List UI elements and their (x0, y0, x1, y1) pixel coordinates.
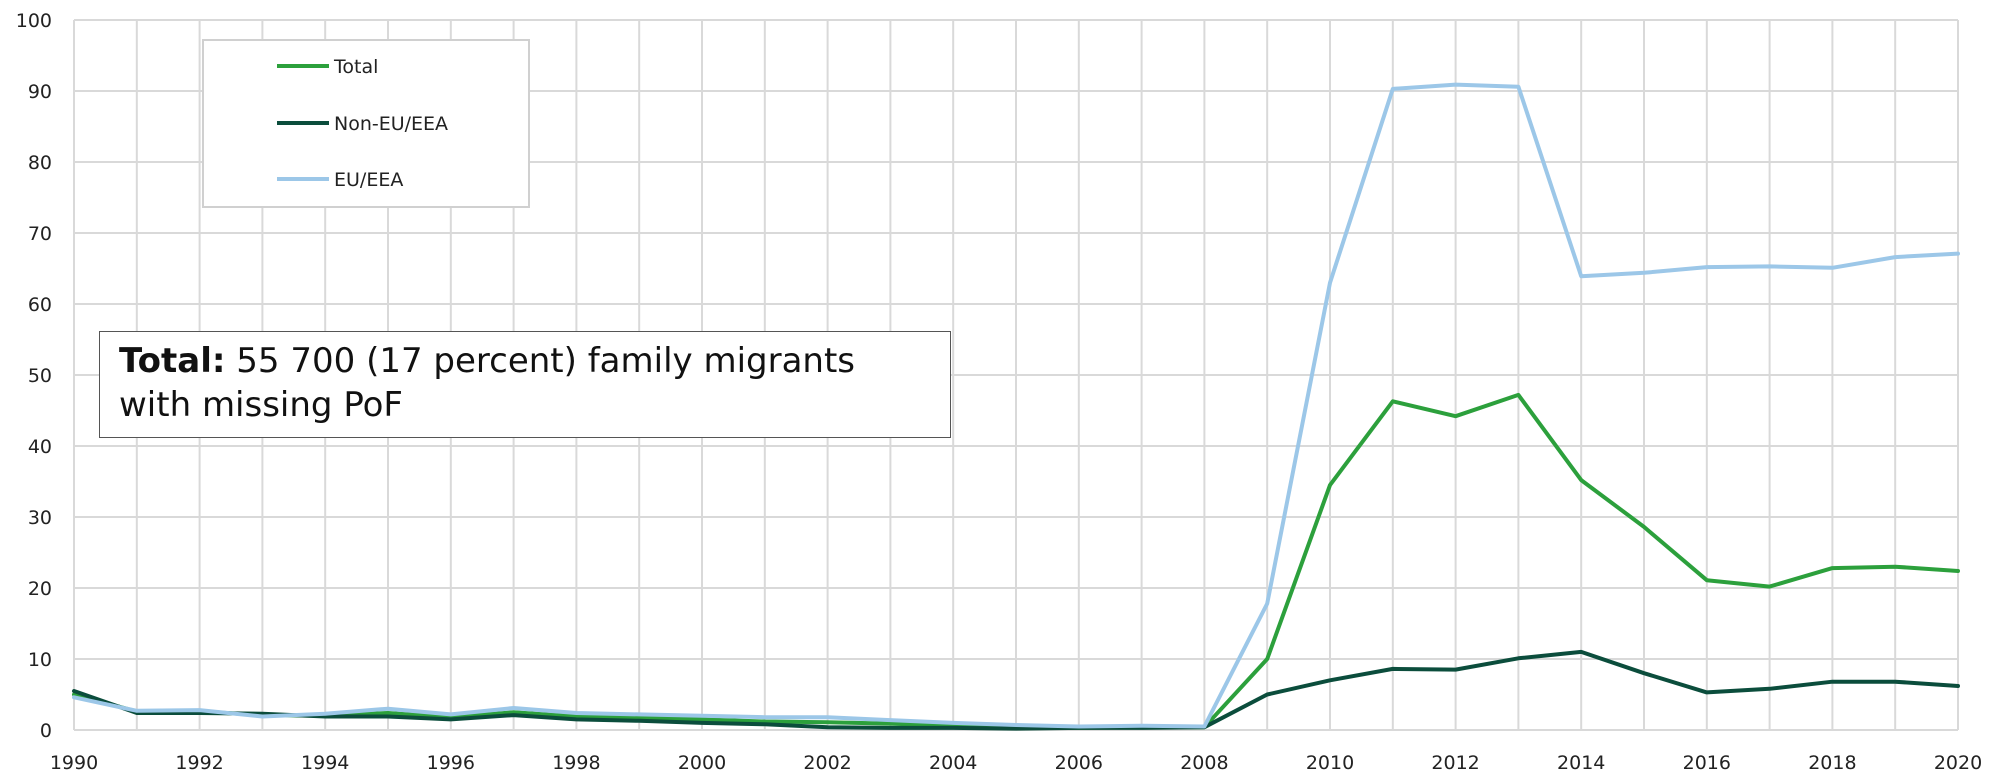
series-line-eu-eea (72, 82, 1960, 729)
y-tick-label: 10 (28, 649, 52, 671)
series-lines (72, 82, 1960, 731)
x-tick-label: 2016 (1683, 752, 1731, 774)
x-tick-label: 2014 (1557, 752, 1605, 774)
legend-label: Total (333, 56, 378, 78)
x-tick-label: 2000 (678, 752, 726, 774)
x-tick-label: 1992 (175, 752, 223, 774)
annotation-box: Total: 55 700 (17 percent) family migran… (99, 331, 951, 438)
y-tick-label: 50 (28, 365, 52, 387)
series-line-non-eu-eea (72, 649, 1960, 731)
x-tick-label: 2010 (1306, 752, 1354, 774)
annotation-bold-label: Total: (119, 341, 226, 381)
x-tick-label: 1998 (552, 752, 600, 774)
y-tick-label: 60 (28, 294, 52, 316)
legend: Total Non-EU/EEA EU/EEA (202, 39, 530, 208)
annotation-text: 55 700 (17 percent) family migrants with… (119, 341, 855, 425)
x-tick-label: 1990 (50, 752, 98, 774)
x-axis-ticks: 1990 1992 1994 1996 1998 2000 2002 2004 2006 2008… (50, 752, 1982, 774)
x-tick-label: 2008 (1180, 752, 1228, 774)
y-tick-label: 100 (16, 10, 52, 32)
y-tick-label: 70 (28, 223, 52, 245)
x-tick-label: 2020 (1934, 752, 1982, 774)
y-tick-label: 90 (28, 81, 52, 103)
x-tick-label: 2012 (1431, 752, 1479, 774)
x-tick-label: 1994 (301, 752, 349, 774)
y-tick-label: 20 (28, 578, 52, 600)
x-tick-label: 2018 (1808, 752, 1856, 774)
x-tick-label: 2002 (803, 752, 851, 774)
y-tick-label: 30 (28, 507, 52, 529)
legend-label: Non-EU/EEA (334, 113, 448, 135)
x-tick-label: 2004 (929, 752, 977, 774)
y-tick-label: 40 (28, 436, 52, 458)
y-axis-ticks: 0 10 20 30 40 50 60 70 80 90 100 (16, 10, 52, 742)
x-tick-label: 2006 (1055, 752, 1103, 774)
y-tick-label: 80 (28, 152, 52, 174)
legend-box (202, 39, 530, 208)
y-tick-label: 0 (40, 720, 52, 742)
legend-label: EU/EEA (334, 169, 403, 191)
x-tick-label: 1996 (427, 752, 475, 774)
